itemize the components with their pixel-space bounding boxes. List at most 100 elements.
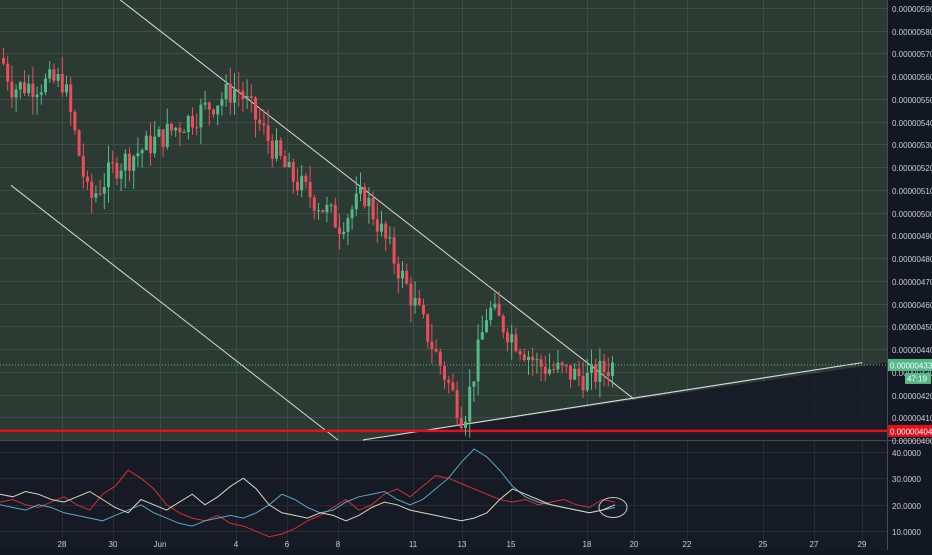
candle-body xyxy=(396,263,400,279)
candle xyxy=(447,375,451,394)
candle xyxy=(384,221,388,252)
y-tick-label: 0.00000450 xyxy=(892,323,932,332)
candle xyxy=(506,327,509,352)
candle-body xyxy=(165,123,169,148)
candle xyxy=(128,147,131,182)
oscillator-line xyxy=(0,469,616,538)
candle xyxy=(367,187,371,224)
candle xyxy=(535,352,539,374)
y-tick-label: 0.00000400 xyxy=(892,437,932,446)
candle xyxy=(216,105,220,126)
candle-body xyxy=(254,97,257,120)
candle-body xyxy=(287,162,291,168)
candle-body xyxy=(300,175,304,191)
candle-body xyxy=(510,334,514,343)
candle-body xyxy=(18,82,22,90)
candle xyxy=(321,209,325,214)
candle-body xyxy=(380,223,383,232)
candle-body xyxy=(203,102,207,105)
candle-body xyxy=(434,348,438,352)
candle xyxy=(115,156,119,186)
candle xyxy=(346,214,350,246)
trendline xyxy=(10,184,339,441)
candle xyxy=(111,150,115,173)
candle xyxy=(606,357,610,387)
candle-body xyxy=(527,356,530,361)
candle xyxy=(577,360,581,387)
candle xyxy=(245,79,249,109)
candle xyxy=(329,202,333,213)
candle-body xyxy=(388,237,392,239)
candle xyxy=(522,348,526,362)
candle-body xyxy=(174,127,178,131)
candle-body xyxy=(560,362,564,366)
y-tick-label: 0.00000570 xyxy=(892,50,932,59)
candle-body xyxy=(220,99,224,106)
candle xyxy=(39,84,43,105)
x-tick-label: 4 xyxy=(234,540,239,549)
candle-body xyxy=(157,129,161,137)
candle-body xyxy=(94,193,98,198)
candle-body xyxy=(367,197,371,207)
candle xyxy=(476,324,480,395)
x-tick-label: 29 xyxy=(858,540,867,549)
candle-body xyxy=(136,153,140,157)
annotation-circle xyxy=(598,496,628,518)
candle-body xyxy=(35,94,39,98)
candle xyxy=(287,152,291,168)
candle xyxy=(510,324,514,360)
candle-body xyxy=(52,69,56,81)
candle-body xyxy=(535,359,539,361)
candle-body xyxy=(102,187,106,194)
candle xyxy=(380,210,383,237)
candle-body xyxy=(464,421,467,428)
candle xyxy=(497,290,501,317)
candle xyxy=(149,122,152,166)
current-price-label-box xyxy=(888,358,932,371)
candle-body xyxy=(375,219,379,232)
candle xyxy=(396,256,400,294)
candle xyxy=(388,226,392,245)
candle-body xyxy=(245,95,249,99)
candle-body xyxy=(60,74,64,93)
candle-body xyxy=(107,162,110,188)
candle-body xyxy=(455,390,459,419)
candle-body xyxy=(98,193,102,195)
candle xyxy=(56,67,60,88)
candle xyxy=(590,349,593,390)
candle xyxy=(363,183,367,209)
candle-body xyxy=(69,84,73,112)
x-tick-label: 8 xyxy=(336,540,341,549)
candle-body xyxy=(178,127,182,133)
candle xyxy=(165,108,169,150)
candle-body xyxy=(451,382,455,391)
candle-body xyxy=(237,89,241,91)
candle-body xyxy=(522,354,526,361)
candle-body xyxy=(581,376,585,391)
x-tick-label: 18 xyxy=(583,540,592,549)
candle-body xyxy=(539,359,543,367)
y-tick-label: 0.00000580 xyxy=(892,28,932,37)
candle-body xyxy=(556,362,560,370)
candle-body xyxy=(409,283,413,306)
candle-body xyxy=(86,176,89,182)
candle xyxy=(468,369,472,438)
candle-body xyxy=(354,193,358,210)
candle-body xyxy=(27,83,31,94)
candle xyxy=(6,55,10,91)
osc-y-tick-label: 30.0000 xyxy=(892,475,921,484)
candle xyxy=(333,197,337,228)
candle xyxy=(23,69,26,97)
candle xyxy=(258,107,262,131)
candle xyxy=(430,324,434,364)
candle xyxy=(86,170,89,190)
candle xyxy=(199,98,203,145)
y-tick-label: 0.00000590 xyxy=(892,5,932,14)
candle xyxy=(317,202,320,220)
y-tick-label: 0.00000530 xyxy=(892,141,932,150)
candle-body xyxy=(249,95,253,98)
candle-body xyxy=(590,364,593,373)
candle xyxy=(220,92,224,116)
candle-body xyxy=(111,162,115,164)
